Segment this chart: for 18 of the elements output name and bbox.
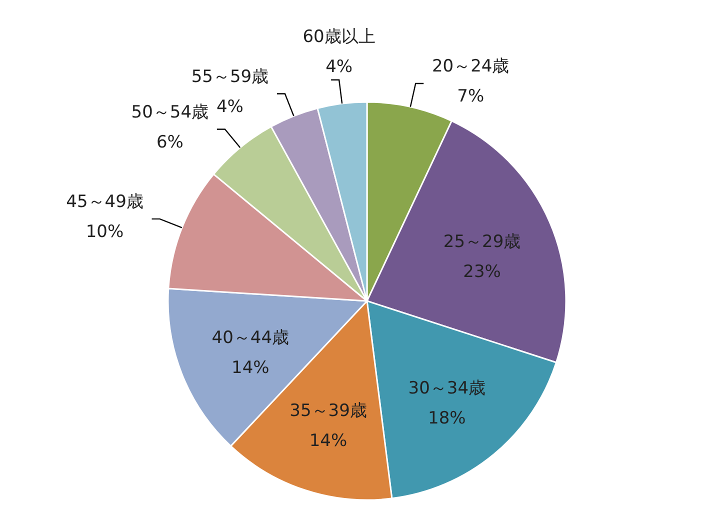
slice-label: 35～39歳 <box>290 401 367 422</box>
data-label: 4% <box>326 56 353 77</box>
data-label: 7% <box>457 86 484 106</box>
data-label: 23% <box>463 262 501 282</box>
data-label: 18% <box>428 408 466 429</box>
slice-label: 20～24歳 <box>432 56 510 76</box>
data-label: 6% <box>156 132 184 152</box>
slice-label: 45～49歳 <box>66 192 144 212</box>
data-label: 14% <box>232 358 270 378</box>
slice-label: 40～44歳 <box>212 328 290 348</box>
slice-label: 30～34歳 <box>408 378 486 399</box>
data-label: 4% <box>216 96 244 117</box>
data-label: 14% <box>309 431 348 452</box>
slice-label: 55～59歳 <box>191 66 269 87</box>
slice-label: 25～29歳 <box>443 232 521 252</box>
slice-label: 50～54歳 <box>131 102 209 122</box>
slice-label: 60歳以上 <box>302 26 376 47</box>
data-label: 10% <box>86 222 124 242</box>
